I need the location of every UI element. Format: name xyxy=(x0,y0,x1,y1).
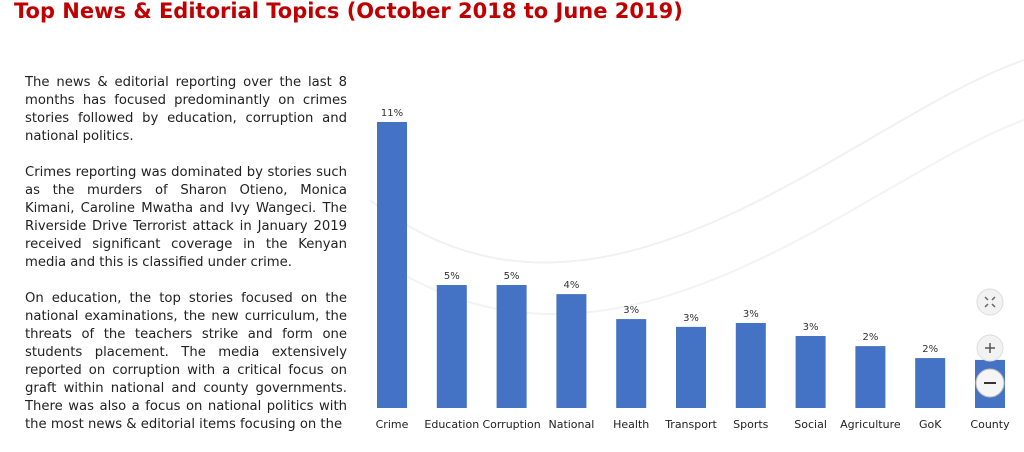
bar-group: Crime 11% Education 5% Corruption 5% National 4… xyxy=(376,108,1010,431)
data-label: 3% xyxy=(623,305,639,316)
fit-button[interactable] xyxy=(976,288,1004,316)
bar xyxy=(915,358,946,408)
page: Top News & Editorial Topics (October 201… xyxy=(14,0,1024,432)
category-label: Agriculture xyxy=(840,418,901,431)
page-title: Top News & Editorial Topics (October 201… xyxy=(14,0,683,23)
bar xyxy=(556,294,587,408)
category-label: County xyxy=(970,418,1010,431)
zoom-out-button[interactable] xyxy=(975,368,1005,398)
category-label: Crime xyxy=(376,418,409,431)
bar xyxy=(496,285,527,408)
paragraph: Crimes reporting was dominated by storie… xyxy=(25,165,347,270)
background-curve xyxy=(379,119,1024,316)
data-label: 2% xyxy=(922,344,938,355)
bar xyxy=(436,285,467,408)
data-label: 3% xyxy=(803,322,819,333)
fit-icon xyxy=(984,296,996,308)
paragraph: The news & editorial reporting over the … xyxy=(25,75,347,144)
background-curve xyxy=(369,59,1024,264)
chart: Crime 11% Education 5% Corruption 5% National 4… xyxy=(369,59,1024,431)
bar xyxy=(735,322,766,408)
bar xyxy=(377,122,407,408)
category-label: Health xyxy=(613,418,649,431)
category-label: Sports xyxy=(733,418,769,431)
body-text: The news & editorial reporting over the … xyxy=(25,74,347,452)
category-label: Corruption xyxy=(482,418,540,431)
bar xyxy=(855,346,886,408)
zoom-in-button[interactable] xyxy=(976,334,1004,362)
data-label: 11% xyxy=(381,108,403,119)
paragraph: On education, the top stories focused on… xyxy=(25,291,347,432)
data-label: 3% xyxy=(683,313,699,324)
bar xyxy=(676,326,706,408)
data-label: 5% xyxy=(504,271,520,282)
category-label: GoK xyxy=(919,418,942,431)
category-label: Education xyxy=(424,418,479,431)
category-label: Transport xyxy=(664,418,717,431)
data-label: 4% xyxy=(563,280,579,291)
category-label: National xyxy=(548,418,594,431)
bar xyxy=(795,335,826,408)
bar xyxy=(616,319,647,408)
category-label: Social xyxy=(794,418,827,431)
plus-icon xyxy=(985,343,995,353)
data-label: 3% xyxy=(743,309,759,320)
button-circle[interactable] xyxy=(976,288,1004,316)
data-label: 2% xyxy=(862,332,878,343)
data-label: 5% xyxy=(444,271,460,282)
